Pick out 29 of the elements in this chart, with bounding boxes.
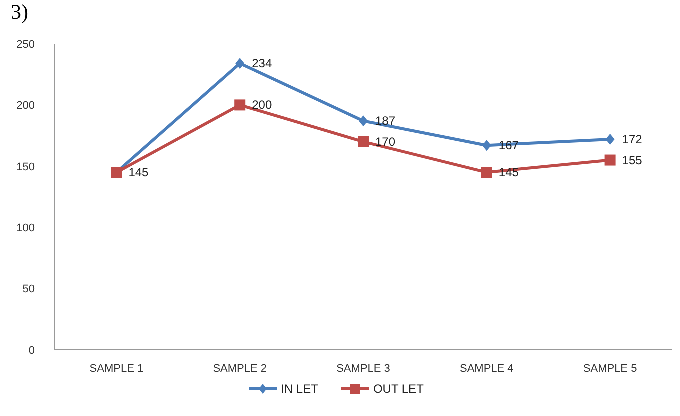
point <box>482 140 492 152</box>
legend-label: OUT LET <box>373 382 424 396</box>
point <box>358 136 369 148</box>
y-tick-label: 50 <box>22 284 35 296</box>
point <box>359 116 368 127</box>
point <box>481 167 492 178</box>
point <box>606 134 615 145</box>
legend-label: IN LET <box>281 382 318 396</box>
y-tick-label: 100 <box>16 222 35 235</box>
data-label: 155 <box>622 153 643 168</box>
chart-title: 3) <box>11 0 28 25</box>
data-label: 145 <box>128 166 150 180</box>
data-label: 187 <box>376 114 396 128</box>
point <box>234 100 246 111</box>
x-tick-label: SAMPLE 5 <box>583 362 638 375</box>
y-tick-label: 0 <box>28 344 35 357</box>
y-tick-label: 150 <box>16 161 35 174</box>
data-label: 234 <box>252 56 272 71</box>
x-tick-label: SAMPLE 2 <box>213 362 268 375</box>
data-label: 200 <box>252 98 272 112</box>
point <box>604 154 616 166</box>
point <box>236 58 245 70</box>
data-label: 172 <box>622 132 643 146</box>
y-tick-label: 200 <box>16 100 35 112</box>
x-tick-label: SAMPLE 1 <box>90 362 144 375</box>
x-tick-label: SAMPLE 4 <box>460 362 514 375</box>
y-tick-label: 250 <box>16 38 35 51</box>
x-tick-label: SAMPLE 3 <box>336 362 390 375</box>
data-label: 170 <box>376 134 396 149</box>
